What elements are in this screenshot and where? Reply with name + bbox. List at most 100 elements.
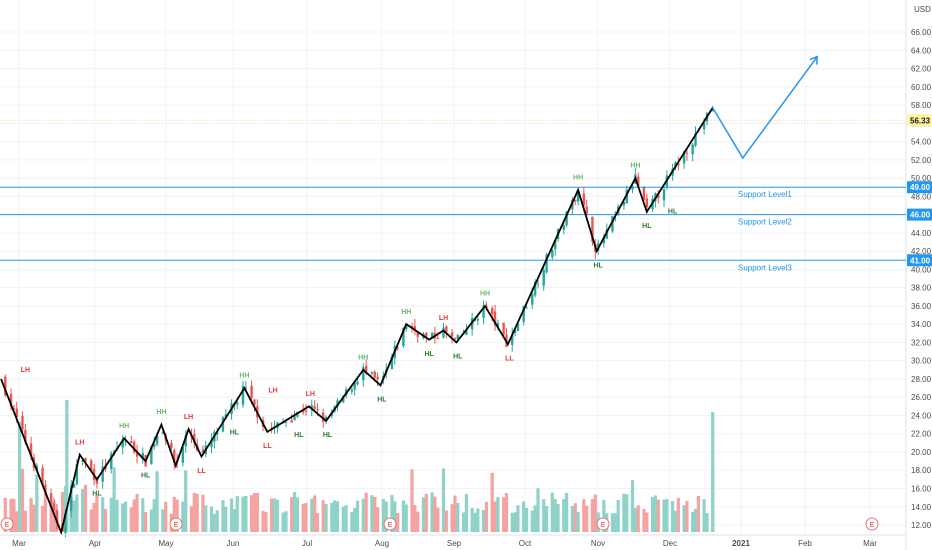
volume-bar bbox=[645, 512, 649, 532]
candle-body bbox=[90, 460, 93, 471]
y-tick-label: 48.00 bbox=[911, 192, 932, 201]
candle-body bbox=[244, 387, 248, 389]
pivot-label: LH bbox=[184, 414, 193, 421]
candle-body bbox=[536, 283, 540, 285]
volume-bar bbox=[693, 508, 698, 532]
earnings-label: E bbox=[601, 522, 606, 529]
volume-bar bbox=[284, 511, 288, 532]
candle-body bbox=[350, 389, 354, 392]
volume-bar bbox=[272, 498, 277, 532]
candle-body bbox=[711, 109, 714, 112]
volume-bar bbox=[181, 501, 185, 532]
candle-body bbox=[69, 486, 73, 511]
volume-bar bbox=[304, 503, 308, 532]
y-tick-label: 30.00 bbox=[911, 357, 932, 366]
candle-body bbox=[413, 326, 417, 331]
volume-bar bbox=[484, 501, 489, 532]
volume-bar bbox=[705, 512, 709, 532]
volume-bar bbox=[18, 422, 22, 532]
volume-bar bbox=[313, 495, 317, 532]
volume-bar bbox=[682, 505, 686, 532]
candle-body bbox=[396, 347, 399, 349]
volume-bar bbox=[610, 513, 615, 532]
zigzag-line bbox=[0, 107, 714, 536]
volume-bar bbox=[390, 495, 394, 532]
volume-bar bbox=[344, 505, 348, 532]
candle-body bbox=[24, 429, 27, 443]
volume-bar bbox=[252, 492, 257, 532]
y-tick-label: 62.00 bbox=[911, 65, 932, 74]
y-tick-label: 54.00 bbox=[911, 138, 932, 147]
volume-bar bbox=[530, 510, 534, 532]
volume-bar bbox=[65, 400, 69, 532]
pivot-label: HH bbox=[401, 309, 411, 316]
volume-bar bbox=[92, 503, 96, 532]
y-tick-label: 12.00 bbox=[911, 521, 932, 530]
volume-bar bbox=[544, 505, 549, 532]
candle-body bbox=[64, 512, 67, 533]
candle-body bbox=[101, 466, 104, 482]
volume-bar bbox=[20, 468, 25, 532]
candle-body bbox=[362, 367, 365, 381]
candle-body bbox=[301, 409, 305, 413]
volume-bars bbox=[3, 400, 715, 532]
candle-body bbox=[402, 327, 405, 346]
month-label: Mar bbox=[12, 539, 26, 548]
volume-bar bbox=[450, 504, 454, 532]
volume-bar bbox=[204, 505, 208, 532]
time-axis[interactable]: Mar Apr May Jun Jul Aug Sep Oct Nov Dec 2021 Feb Mar bbox=[0, 534, 906, 548]
volume-bar bbox=[473, 512, 477, 532]
candle-body bbox=[356, 381, 359, 385]
y-tick-label: 18.00 bbox=[911, 466, 932, 475]
support-price-tag bbox=[907, 254, 932, 267]
candle-body bbox=[637, 176, 640, 187]
volume-bar bbox=[556, 504, 560, 532]
candle-body bbox=[216, 432, 219, 435]
volume-bar bbox=[301, 503, 305, 532]
candle-body bbox=[611, 216, 614, 232]
pivot-label: HL bbox=[323, 432, 333, 439]
volume-bar bbox=[522, 501, 526, 532]
candle-body bbox=[132, 441, 136, 453]
volume-bar bbox=[636, 505, 640, 532]
volume-bar bbox=[553, 499, 557, 532]
pivot-label: LH bbox=[268, 387, 277, 394]
volume-bar bbox=[393, 501, 397, 532]
volume-bar bbox=[453, 495, 457, 532]
candle-body bbox=[533, 282, 537, 296]
volume-bar bbox=[215, 510, 219, 532]
candle-body bbox=[390, 356, 394, 370]
volume-bar bbox=[161, 509, 165, 532]
volume-bar bbox=[29, 497, 33, 532]
month-label: Jun bbox=[227, 539, 240, 548]
volume-bar bbox=[513, 512, 517, 532]
candle-body bbox=[677, 163, 680, 166]
volume-bar bbox=[673, 510, 678, 532]
y-tick-label: 58.00 bbox=[911, 101, 932, 110]
candle-body bbox=[370, 372, 374, 374]
candle-body bbox=[476, 319, 480, 321]
pivot-label: HL bbox=[593, 262, 603, 269]
candle-body bbox=[585, 206, 588, 215]
pivot-label: HH bbox=[573, 175, 583, 182]
candle-body bbox=[702, 122, 706, 130]
candle-body bbox=[135, 450, 139, 457]
candle-body bbox=[353, 382, 356, 390]
volume-bar bbox=[573, 503, 577, 532]
price-axis[interactable]: USD 12.00 14.00 16.00 18.00 20.00 22.00 24.00 2… bbox=[907, 5, 932, 530]
candle-body bbox=[9, 393, 13, 407]
candle-body bbox=[625, 189, 628, 204]
candle-body bbox=[290, 420, 293, 423]
candle-body bbox=[210, 439, 213, 448]
candle-body bbox=[201, 449, 205, 453]
volume-bar bbox=[112, 467, 116, 532]
y-tick-label: 22.00 bbox=[911, 430, 932, 439]
volume-bar bbox=[195, 493, 199, 532]
volume-bar bbox=[456, 502, 460, 532]
volume-bar bbox=[164, 501, 168, 532]
candle-body bbox=[155, 435, 159, 445]
candle-body bbox=[682, 151, 686, 164]
volume-bar bbox=[235, 496, 239, 532]
volume-bar bbox=[324, 503, 328, 532]
